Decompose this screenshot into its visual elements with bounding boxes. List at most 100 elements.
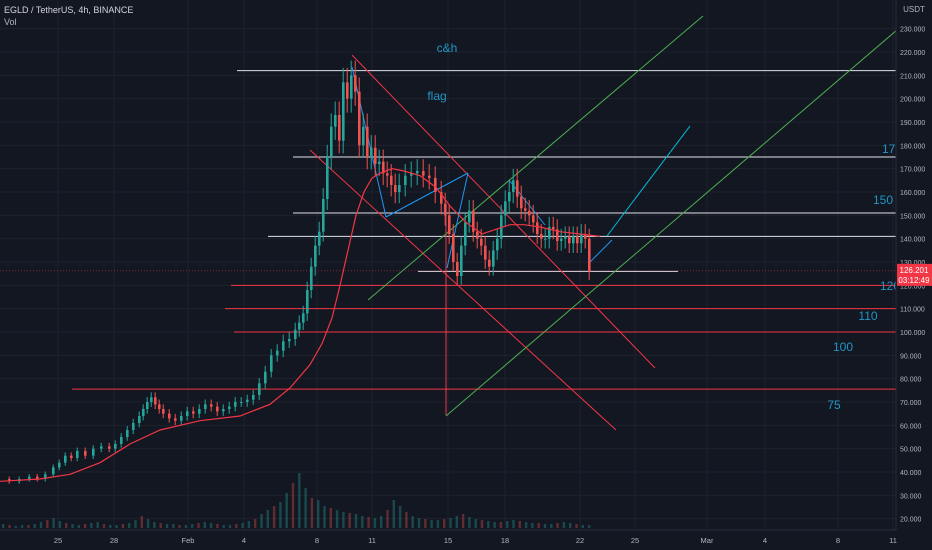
candle-body	[142, 409, 145, 416]
candle-body	[154, 397, 157, 405]
falling-channel-top[interactable]	[351, 54, 656, 369]
annotation-label[interactable]: 150	[873, 193, 893, 207]
annotation-label[interactable]: 100	[833, 340, 853, 354]
volume-bar	[39, 522, 43, 528]
candle-body	[302, 313, 305, 323]
volume-bar	[128, 523, 131, 528]
candle-body	[28, 476, 31, 479]
candle-body	[350, 75, 353, 99]
rising-channel-bottom[interactable]	[445, 5, 926, 417]
candle-body	[488, 259, 491, 267]
candle-body	[234, 402, 237, 407]
annotation-label[interactable]: flag	[427, 89, 446, 103]
candle-body	[294, 329, 297, 339]
candle-body	[310, 266, 313, 290]
candle-body	[282, 341, 285, 351]
candle-body	[240, 402, 243, 403]
y-tick-label: 100.000	[900, 330, 925, 337]
candle-body	[386, 173, 389, 176]
symbol-title[interactable]: EGLD / TetherUS, 4h, BINANCE	[4, 5, 134, 15]
volume-bar	[474, 519, 477, 528]
volume-bar	[71, 524, 74, 528]
flag-lower[interactable]	[446, 172, 469, 269]
flag-pole[interactable]	[351, 66, 387, 218]
candle-body	[132, 423, 135, 430]
falling-channel-bottom[interactable]	[309, 149, 617, 431]
volume-bar	[398, 506, 402, 528]
volume-bar	[172, 524, 175, 528]
candle-body	[246, 399, 249, 402]
projection-line[interactable]	[606, 125, 691, 237]
candle-body	[314, 245, 317, 267]
candle-body	[410, 173, 413, 176]
chart-legend: EGLD / TetherUS, 4h, BINANCE Vol	[4, 4, 133, 28]
candle-body	[258, 383, 261, 395]
candle-body	[120, 437, 123, 444]
candle-body	[126, 430, 129, 437]
volume-bar	[65, 523, 68, 528]
candle-body	[544, 238, 547, 240]
candle-body	[358, 91, 361, 146]
annotation-label[interactable]: 75	[827, 398, 841, 412]
candle-body	[288, 339, 291, 342]
candle-body	[36, 476, 39, 479]
candle-body	[366, 126, 369, 157]
candle-body	[346, 82, 349, 99]
y-tick-label: 70.000	[900, 400, 922, 407]
rising-channel-top[interactable]	[367, 15, 704, 301]
x-tick-label: 4	[242, 536, 246, 545]
y-tick-label: 180.000	[900, 143, 925, 150]
candle-body	[504, 201, 507, 216]
volume-bar	[405, 512, 408, 528]
volume-bar	[102, 524, 106, 528]
annotation-label[interactable]: c&h	[437, 41, 458, 55]
volume-bar	[247, 521, 251, 528]
candle-body	[444, 203, 447, 216]
candle-body	[394, 185, 397, 192]
candle-body	[186, 411, 189, 416]
volume-bar	[556, 523, 559, 528]
volume-bar	[115, 525, 118, 528]
y-tick-label: 130.000	[900, 260, 925, 267]
volume-bar	[524, 522, 528, 528]
volume-bar	[8, 525, 11, 528]
arrow-line[interactable]	[589, 239, 613, 263]
volume-legend-label[interactable]: Vol	[4, 17, 17, 27]
x-tick-labels: 25 28 Feb 4 8 11 15 18 22 25 Mar 4 8 11	[54, 536, 897, 545]
candle-body	[158, 404, 161, 409]
y-tick-label: 170.000	[900, 167, 925, 174]
volume-bar	[411, 516, 414, 528]
candle-body	[326, 157, 329, 199]
price-axis[interactable]: USDT 20.000 30.000 40.000 50.000 60.000 70.00…	[895, 0, 932, 530]
candle-body	[508, 192, 511, 202]
volume-bar	[537, 523, 540, 528]
x-tick-label: 4	[763, 536, 767, 545]
candle-body	[588, 238, 591, 272]
pattern-line[interactable]	[508, 179, 546, 226]
candle-body	[84, 451, 87, 456]
volume-bar	[96, 522, 99, 528]
volume-bar	[191, 524, 194, 528]
y-tick-label: 80.000	[900, 377, 922, 384]
y-tick-label: 120.000	[900, 283, 925, 290]
flag-upper[interactable]	[385, 172, 469, 218]
candle-body	[76, 451, 79, 458]
candle-body	[52, 467, 55, 475]
candle-body	[572, 236, 575, 244]
candle-body	[564, 236, 567, 239]
annotation-label[interactable]: 110	[858, 309, 877, 323]
candle-body	[114, 444, 117, 449]
annotation-label[interactable]: 120	[880, 279, 900, 293]
volume-bar	[310, 498, 314, 528]
y-tick-label: 200.000	[900, 97, 925, 104]
candle-body	[70, 455, 73, 458]
y-tick-label: 110.000	[900, 307, 925, 314]
last-price-tag: 126.201 03:12:49	[897, 263, 932, 286]
y-tick-labels: 20.000 30.000 40.000 50.000 60.000 70.000 80.0…	[900, 27, 925, 524]
candle-body	[440, 192, 443, 204]
candle-body	[428, 175, 431, 178]
candle-body	[222, 409, 225, 412]
time-axis[interactable]: 25 28 Feb 4 8 11 15 18 22 25 Mar 4 8 11	[0, 529, 932, 550]
